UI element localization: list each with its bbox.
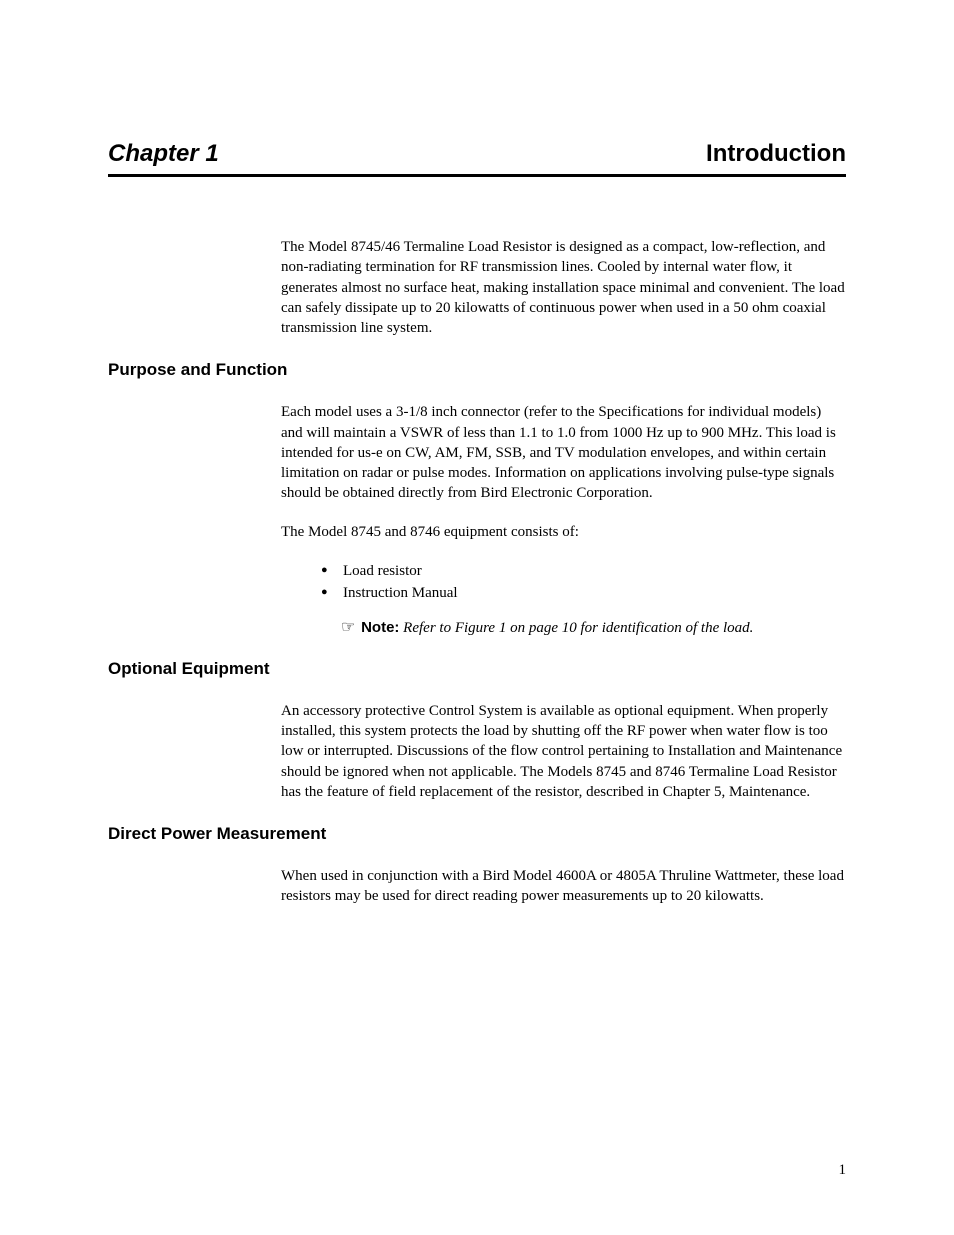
- direct-para-1: When used in conjunction with a Bird Mod…: [281, 866, 846, 907]
- pointing-hand-icon: ☞: [341, 619, 355, 636]
- optional-para-1: An accessory protective Control System i…: [281, 701, 846, 802]
- chapter-label: Chapter 1: [108, 140, 219, 168]
- list-item: Instruction Manual: [321, 582, 846, 605]
- equipment-list: Load resistor Instruction Manual: [321, 560, 846, 605]
- note-text: Refer to Figure 1 on page 10 for identif…: [403, 620, 753, 636]
- purpose-para-2: The Model 8745 and 8746 equipment consis…: [281, 522, 846, 542]
- intro-paragraph: The Model 8745/46 Termaline Load Resisto…: [281, 237, 846, 338]
- section-heading-direct: Direct Power Measurement: [108, 824, 846, 844]
- page-number: 1: [839, 1162, 847, 1179]
- section-heading-purpose: Purpose and Function: [108, 360, 846, 380]
- chapter-title: Introduction: [706, 140, 846, 168]
- list-item: Load resistor: [321, 560, 846, 583]
- note-line: ☞ Note: Refer to Figure 1 on page 10 for…: [341, 617, 846, 637]
- section-heading-optional: Optional Equipment: [108, 659, 846, 679]
- purpose-para-1: Each model uses a 3-1/8 inch connector (…: [281, 402, 846, 503]
- note-label: Note:: [361, 619, 399, 636]
- chapter-header: Chapter 1 Introduction: [108, 140, 846, 177]
